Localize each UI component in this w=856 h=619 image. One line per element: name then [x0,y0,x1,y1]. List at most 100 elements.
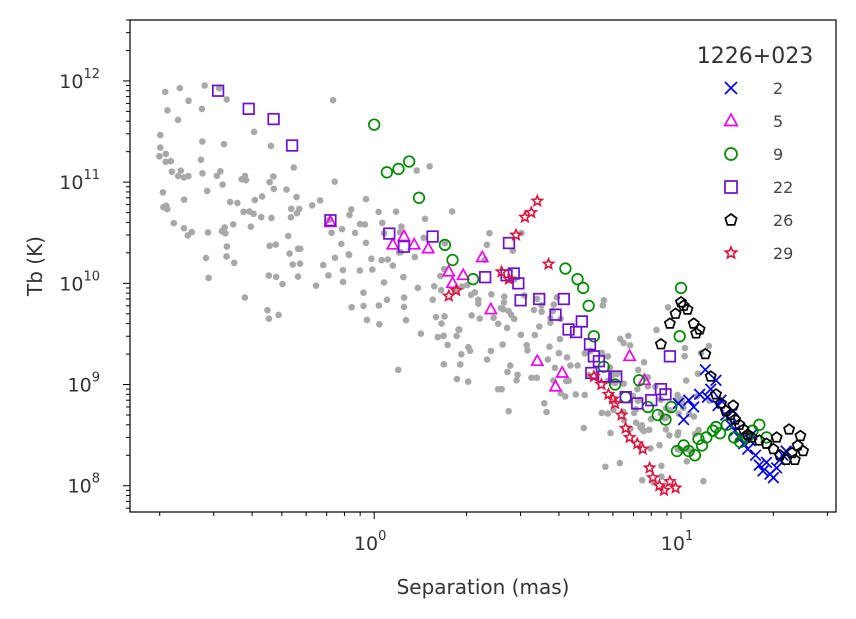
background-point [240,208,247,216]
data-point [541,256,556,271]
data-point [403,155,416,168]
data-point [645,470,660,484]
background-point [503,324,511,332]
background-point [523,341,531,349]
data-point [630,436,645,450]
data-point [659,413,672,426]
background-point [551,364,559,372]
background-point [453,332,460,340]
background-point [360,289,367,297]
data-point [396,228,411,242]
background-point [156,131,164,139]
data-point [449,283,464,297]
background-point [338,225,346,233]
background-point [283,186,290,193]
background-point [634,385,641,393]
background-point [356,220,364,228]
background-point [251,196,259,204]
data-point [407,236,422,250]
data-point [669,307,682,319]
data-point [662,474,677,488]
data-point [687,401,700,413]
background-point [287,213,295,221]
data-point [637,372,652,386]
data-point [794,429,807,442]
background-point [345,251,353,259]
legend-marker-9 [724,147,738,161]
data-point [426,230,439,243]
background-point [505,407,512,415]
background-point [500,299,508,306]
data-point [706,424,720,437]
background-point [448,208,456,215]
data-point [642,460,657,474]
background-point [466,347,474,355]
background-point [483,241,491,249]
background-point [201,82,208,89]
background-point [268,214,275,222]
data-point [654,337,667,350]
background-point [417,330,425,338]
background-point [441,239,449,247]
data-point [699,347,712,360]
data-point [569,325,583,339]
background-point [437,272,444,280]
background-point [162,158,169,166]
background-point [514,371,521,379]
legend-marker-5 [723,112,739,127]
legend-label-9: 9 [773,145,783,164]
background-point [257,213,265,221]
background-point [376,320,383,328]
data-point [368,118,381,131]
data-point [700,431,713,444]
data-point [760,456,773,469]
background-point [360,302,367,310]
background-point [653,326,660,334]
background-point [604,410,612,417]
legend-label-22: 22 [773,178,793,197]
background-point [174,116,182,124]
background-point [279,280,286,288]
x-tick-label: 101 [661,529,693,555]
background-point [538,308,545,316]
background-point [658,473,665,480]
background-point [630,409,638,417]
data-point [767,471,780,484]
background-point [483,356,491,363]
background-point [561,393,569,400]
background-point [205,274,212,282]
background-point [202,254,210,262]
data-point [242,102,255,115]
data-point [760,437,773,449]
data-point [466,272,480,286]
x-axis-title: Separation (mas) [397,575,570,599]
background-point [316,197,324,204]
background-point [662,414,670,421]
background-point [426,162,433,170]
data-point [663,317,676,329]
background-point [319,261,327,269]
background-point [170,219,178,227]
background-point [362,195,370,203]
background-point [356,267,364,274]
background-point [694,370,702,378]
data-point [674,281,688,295]
background-point [441,313,448,320]
background-point [296,260,304,267]
data-point [524,205,539,219]
background-point [361,221,369,228]
background-point [528,374,535,382]
background-point [547,319,554,327]
background-point [530,306,538,314]
background-point [203,187,211,195]
data-point [548,378,563,392]
background-point [695,426,702,434]
data-point [380,166,394,179]
data-point [672,397,685,410]
legend-marker-2 [724,81,738,95]
data-point [583,338,597,351]
background-point [658,462,665,470]
background-point [598,409,606,417]
data-point [665,400,678,414]
